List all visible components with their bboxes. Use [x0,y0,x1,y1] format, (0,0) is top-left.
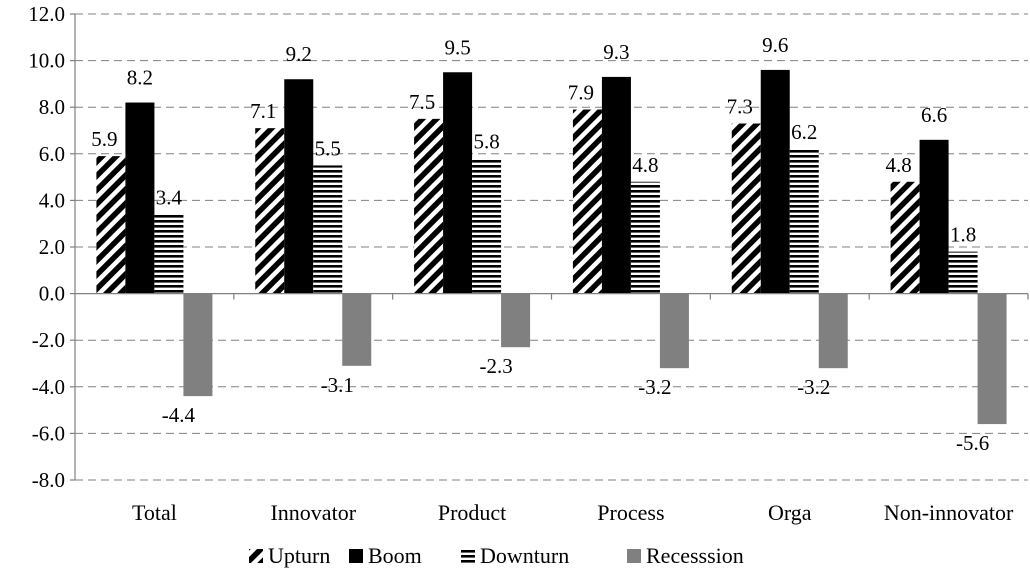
x-tick-label: Innovator [270,500,356,525]
y-tick-label: 0.0 [39,282,65,306]
legend-label-upturn: Upturn [268,543,330,568]
x-tick-label: Product [438,500,506,525]
bar-upturn-non-innovator [890,181,920,294]
bar-downturn-total [154,214,184,294]
bar-boom-innovator [284,79,314,294]
y-tick-label: 10.0 [28,49,65,73]
data-label: -3.2 [797,375,830,399]
legend-swatch-boom [349,549,363,563]
bar-upturn-product [414,118,444,294]
data-label: 4.8 [632,153,658,177]
bar-upturn-process [572,109,602,294]
data-label: 9.3 [603,40,629,64]
data-label: -3.2 [638,375,671,399]
bar-downturn-product [472,158,502,294]
bar-upturn-orga [731,123,761,294]
bar-boom-product [443,72,473,294]
legend-swatch-upturn [249,549,263,563]
legend: Upturn Boom Downturn Recesssion [249,543,744,568]
bar-boom-process [601,76,631,294]
legend-label-recesssion: Recesssion [646,543,744,568]
bar-downturn-innovator [313,165,343,294]
y-tick-label: 2.0 [39,235,65,259]
bars [96,69,1007,425]
x-tick-label: Orga [768,500,812,525]
data-label: 7.5 [409,90,435,114]
data-label: 7.1 [250,99,276,123]
bar-recesssion-process [659,293,689,369]
y-tick-label: -4.0 [32,375,65,399]
data-label: -4.4 [162,403,196,427]
bar-upturn-total [96,156,126,294]
bar-downturn-non-innovator [948,251,978,294]
bar-boom-non-innovator [919,139,949,294]
y-tick-label: 12.0 [28,2,65,26]
data-label: 7.9 [568,81,594,105]
gridlines [75,13,1028,481]
legend-swatch-downturn [461,549,475,563]
bar-recesssion-non-innovator [977,293,1007,425]
bar-boom-total [125,102,155,294]
data-label: -3.1 [321,373,354,397]
x-tick-label: Total [132,500,177,525]
data-label: 4.8 [885,153,911,177]
data-label: 8.2 [127,66,153,90]
legend-label-downturn: Downturn [480,543,569,568]
bar-downturn-process [630,181,660,294]
data-label: 9.6 [762,33,788,57]
data-label: -5.6 [956,431,989,455]
y-tick-label: 8.0 [39,95,65,119]
bar-recesssion-product [501,293,531,348]
legend-label-boom: Boom [368,543,422,568]
y-tick-label: -2.0 [32,328,65,352]
x-tick-label: Non-innovator [884,500,1014,525]
data-label: 5.5 [315,136,341,160]
bar-upturn-innovator [255,128,285,294]
data-label: 1.8 [950,223,976,247]
bar-boom-orga [760,69,790,294]
axes [70,13,1029,481]
bar-recesssion-orga [818,293,848,369]
data-label: 6.2 [791,120,817,144]
y-tick-label: -8.0 [32,468,65,492]
x-tick-label: Process [597,500,664,525]
y-tick-label: -6.0 [32,421,65,445]
data-label: 9.2 [286,42,312,66]
y-tick-label: 4.0 [39,188,65,212]
bar-recesssion-innovator [342,293,372,366]
legend-swatch-recesssion [627,549,641,563]
data-label: 9.5 [444,35,470,59]
labels: 12.0 10.0 8.0 6.0 4.0 2.0 0.0 -2.0 -4.0 -6.0 -8.0 5… [28,2,1014,525]
bar-downturn-orga [789,149,819,294]
data-label: 5.9 [91,127,117,151]
data-label: 5.8 [473,129,499,153]
bar-recesssion-total [183,293,213,397]
data-label: 6.6 [921,103,947,127]
data-label: 3.4 [156,185,183,209]
data-label: 7.3 [727,95,753,119]
y-tick-label: 6.0 [39,142,65,166]
data-label: -2.3 [479,354,512,378]
